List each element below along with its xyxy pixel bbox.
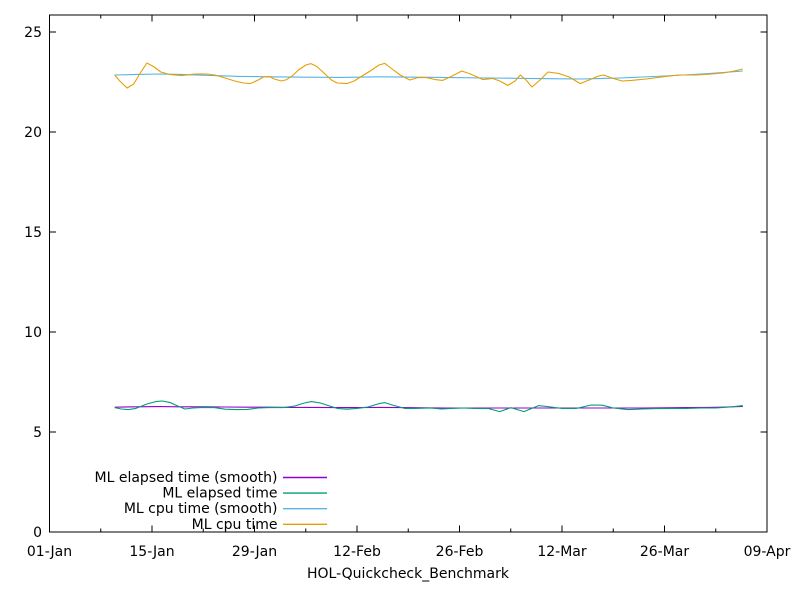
x-tick-label: 09-Apr — [744, 544, 791, 560]
y-tick-label: 20 — [24, 125, 42, 141]
y-tick-label: 25 — [24, 25, 42, 41]
x-tick-label: 01-Jan — [27, 544, 72, 560]
series-line-ml-elapsed-time — [114, 400, 743, 413]
legend-label: ML elapsed time — [162, 486, 277, 502]
x-tick-label: 26-Mar — [640, 544, 690, 560]
y-axis-tick-labels: 0 5 10 15 20 25 — [24, 25, 42, 541]
y-tick-label: 10 — [24, 325, 42, 341]
legend-label: ML elapsed time (smooth) — [95, 470, 278, 486]
x-tick-label: 15-Jan — [129, 544, 174, 560]
y-tick-label: 5 — [33, 425, 42, 441]
x-axis-tick-labels: 01-Jan 15-Jan 29-Jan 12-Feb 26-Feb 12-Mar 26-M… — [27, 544, 791, 560]
major-tick-marks — [49, 15, 768, 533]
x-axis-title: HOL-Quickcheck_Benchmark — [307, 566, 510, 582]
plot-border — [49, 14, 768, 533]
y-tick-label: 0 — [33, 525, 42, 541]
series-line-ml-cpu-time — [114, 62, 743, 89]
x-tick-label: 29-Jan — [232, 544, 277, 560]
legend-label: ML cpu time (smooth) — [124, 501, 278, 517]
legend-label: ML cpu time — [192, 517, 278, 533]
x-tick-label: 12-Mar — [537, 544, 587, 560]
y-tick-label: 15 — [24, 225, 42, 241]
x-tick-label: 12-Feb — [333, 544, 381, 560]
chart-legend: ML elapsed time (smooth)ML elapsed timeM… — [95, 470, 327, 533]
chart-series — [114, 62, 743, 413]
x-tick-label: 26-Feb — [436, 544, 484, 560]
minor-tick-marks — [100, 15, 717, 532]
